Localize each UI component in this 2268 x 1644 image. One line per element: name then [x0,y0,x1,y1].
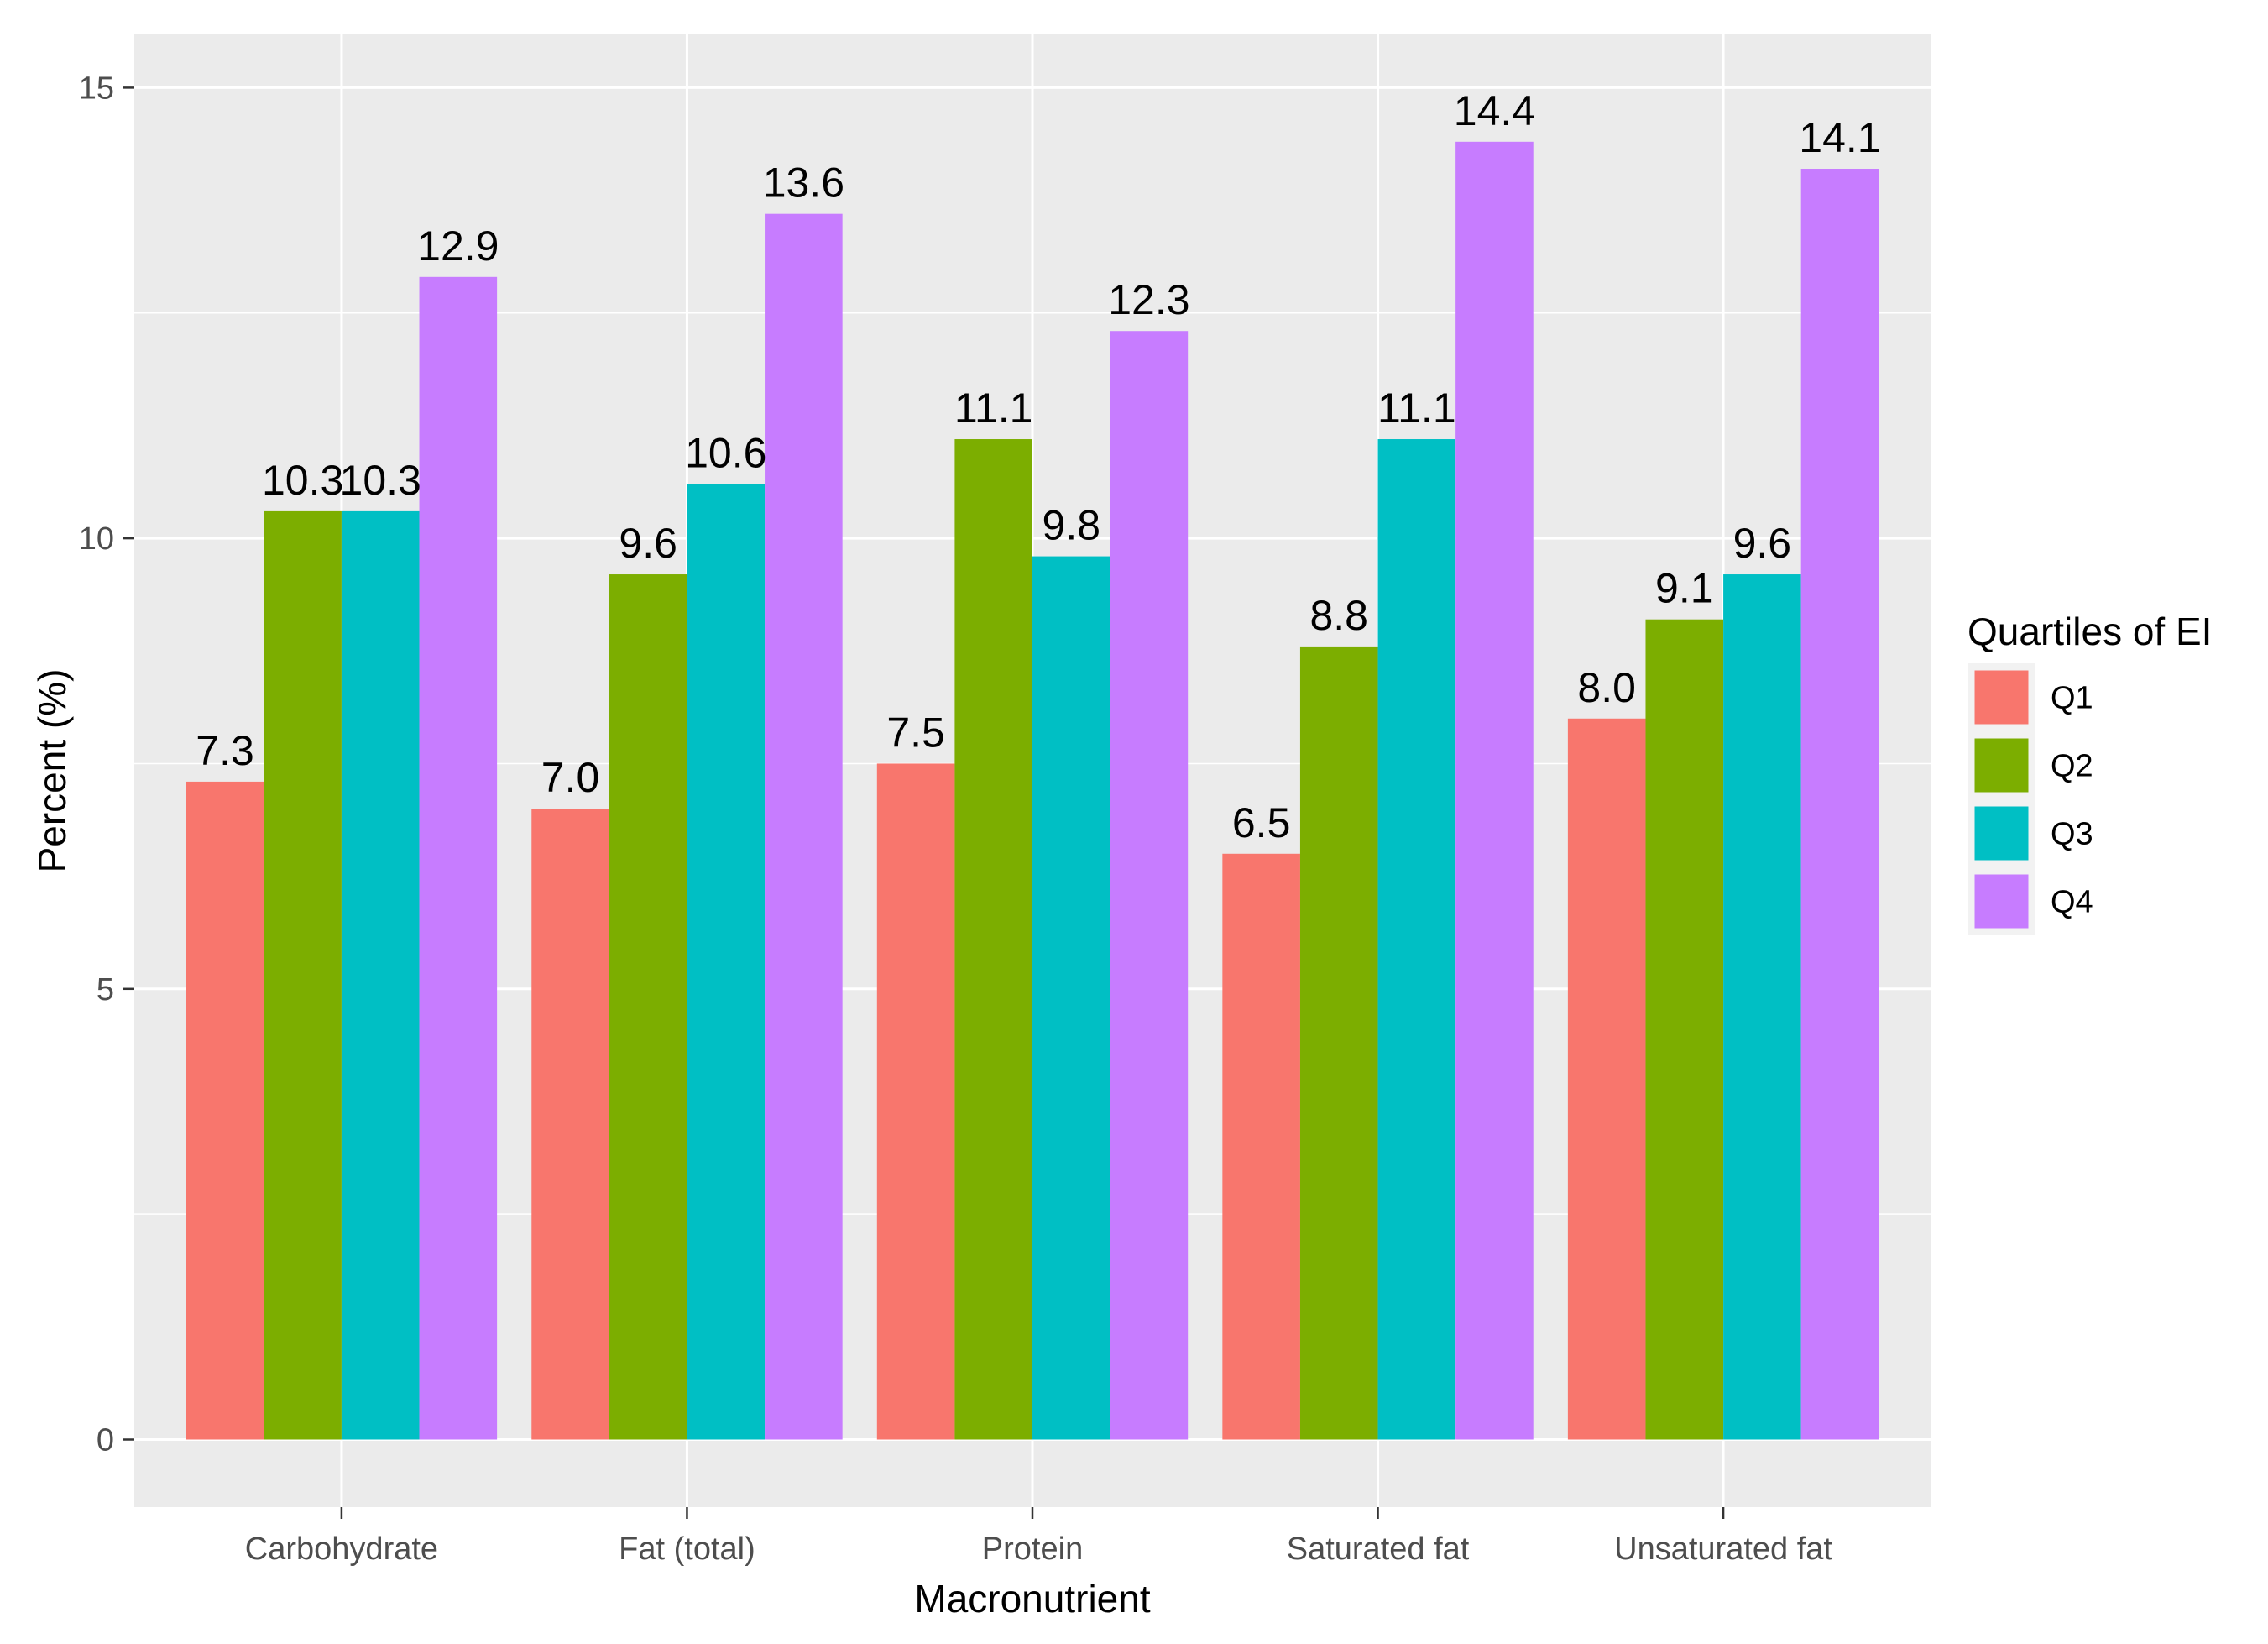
legend: Quartiles of EI Q1 Q2 Q3 Q4 [1968,610,2212,935]
data-label: 7.5 [886,709,945,756]
legend-label-q2: Q2 [2051,749,2093,784]
data-label: 9.8 [1043,502,1101,549]
data-label: 11.1 [1377,385,1456,432]
x-tick-label: Carbohydrate [245,1531,438,1567]
x-tick-label: Protein [982,1531,1083,1567]
legend-label-q1: Q1 [2051,681,2093,716]
y-axis-title: Percent (%) [30,669,74,873]
data-label: 11.1 [954,385,1033,432]
data-label: 10.3 [262,457,343,504]
legend-swatch-q2 [1974,738,2029,793]
y-tick-label: 15 [79,71,114,106]
bar-q2-1 [264,510,342,1440]
data-label: 13.6 [763,160,844,207]
x-tick-label: Fat (total) [619,1531,755,1567]
data-label: 6.5 [1232,799,1291,846]
data-label: 10.6 [685,430,766,477]
data-label: 14.4 [1454,87,1535,134]
y-tick-label: 0 [97,1422,114,1458]
bar-q1-3 [876,763,955,1440]
data-label: 9.6 [619,520,677,567]
legend-title: Quartiles of EI [1968,610,2212,653]
x-axis: Carbohydrate Fat (total) Protein Saturated … [245,1507,1832,1567]
bar-q3-5 [1723,574,1801,1440]
bar-q4-1 [419,276,498,1440]
x-axis-title: Macronutrient [914,1577,1150,1620]
data-label: 7.0 [541,754,600,801]
data-label: 8.0 [1577,664,1636,711]
bar-q4-3 [1110,331,1189,1440]
legend-label-q4: Q4 [2051,885,2093,920]
bar-q3-4 [1377,439,1456,1440]
data-label: 9.1 [1655,565,1714,612]
bar-q3-3 [1032,556,1110,1440]
bar-q2-2 [609,574,687,1440]
data-label: 9.6 [1733,520,1792,567]
legend-label-q3: Q3 [2051,817,2093,852]
y-axis: 0 5 10 15 [79,71,134,1458]
bar-q1-4 [1222,853,1300,1440]
data-label: 7.3 [196,727,254,774]
data-label: 14.1 [1799,114,1880,161]
x-tick-label: Unsaturated fat [1614,1531,1832,1567]
data-label: 8.8 [1309,592,1368,639]
data-label: 12.9 [417,223,499,270]
bars [186,141,1879,1440]
data-label: 10.3 [340,457,421,504]
bar-q4-5 [1800,169,1879,1440]
bar-q3-2 [687,484,766,1440]
bar-q2-3 [954,439,1032,1440]
data-label: 12.3 [1108,276,1189,323]
y-tick-label: 5 [97,972,114,1008]
data-labels: 7.3 7.0 7.5 6.5 8.0 10.3 9.6 11.1 8.8 9.1 10.3 10.6… [196,87,1880,846]
bar-q4-4 [1455,141,1534,1440]
legend-items: Q1 Q2 Q3 Q4 [1968,663,2093,935]
y-tick-label: 10 [79,521,114,557]
bar-q3-1 [341,510,420,1440]
bar-q2-4 [1299,646,1378,1440]
x-tick-label: Saturated fat [1287,1531,1470,1567]
bar-q1-1 [186,781,264,1440]
bar-q4-2 [765,213,843,1440]
bar-q1-5 [1567,718,1646,1440]
bar-q2-5 [1645,619,1724,1440]
legend-swatch-q1 [1974,670,2029,725]
legend-swatch-q4 [1974,874,2029,929]
bar-q1-2 [531,809,609,1440]
legend-swatch-q3 [1974,806,2029,861]
